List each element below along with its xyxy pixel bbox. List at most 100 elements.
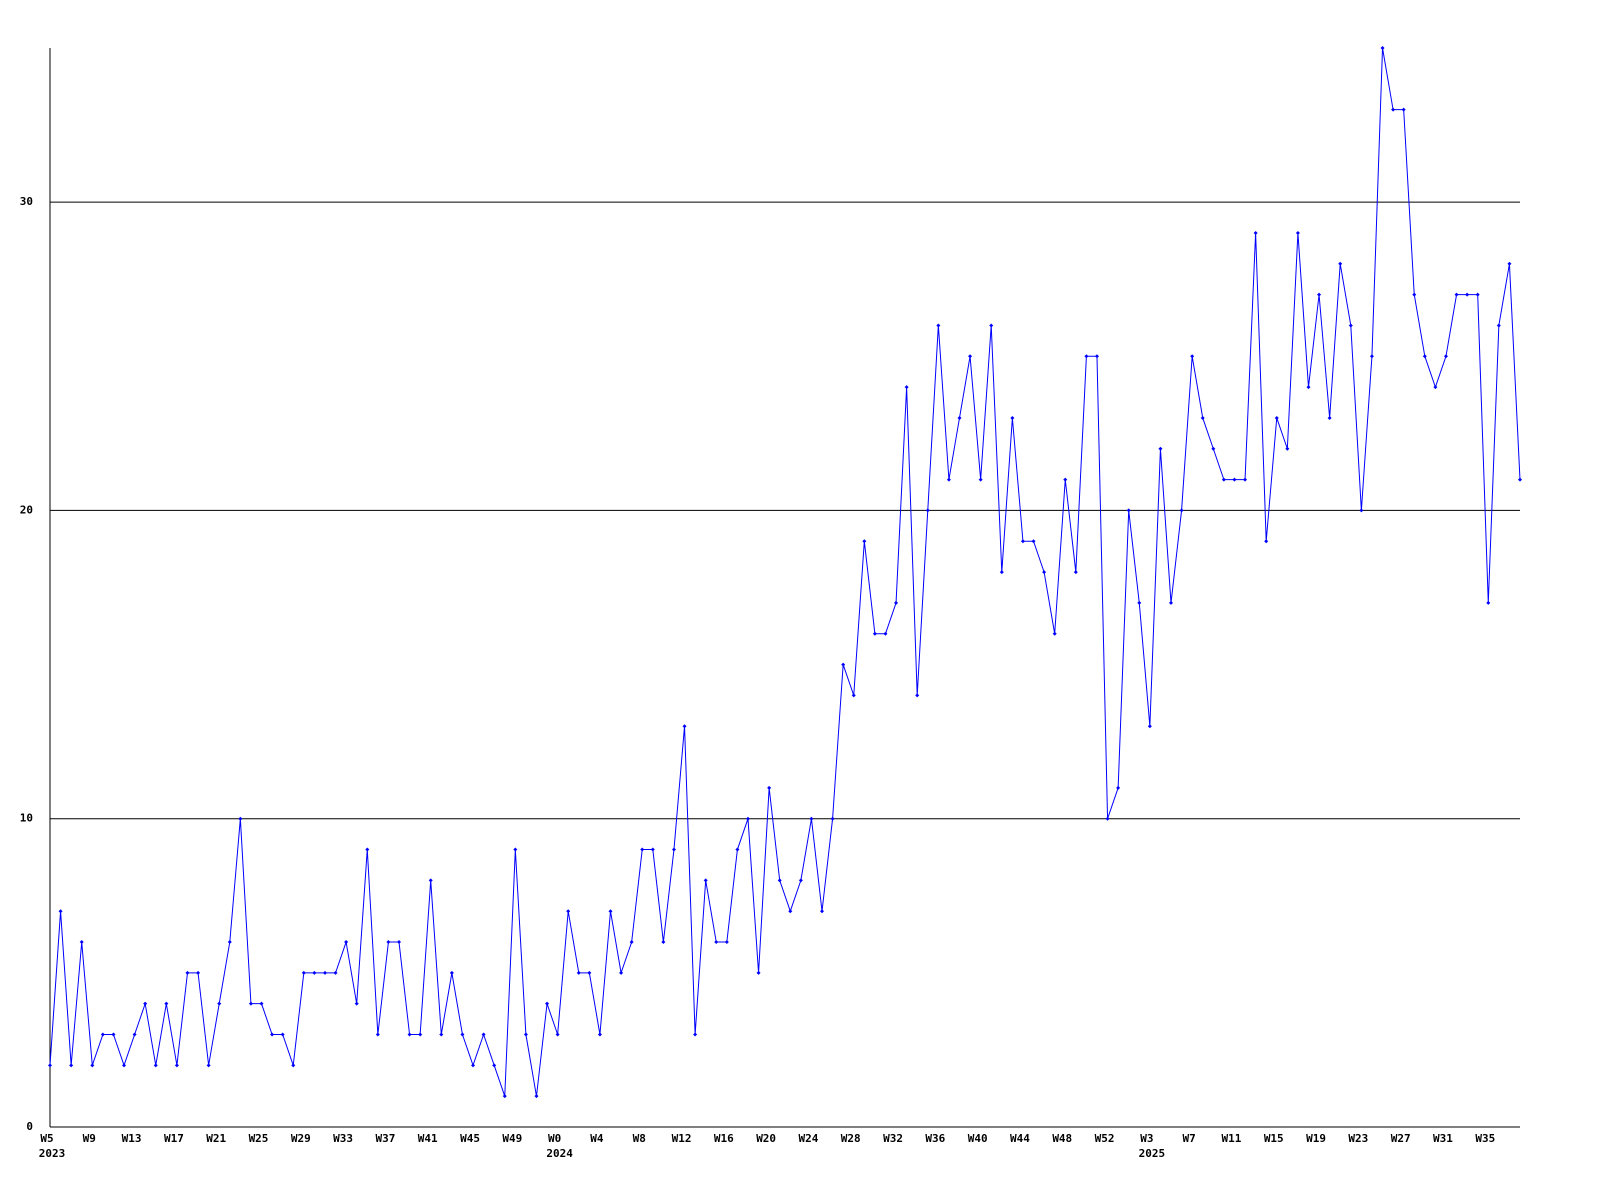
x-tick-label: W0 [548,1132,561,1145]
data-point [1126,508,1131,513]
data-point [502,1094,507,1099]
data-point [1031,539,1036,544]
x-tick-label: W23 [1348,1132,1368,1145]
data-point [227,940,232,945]
data-point [492,1063,497,1068]
data-point [1094,354,1099,359]
data-point [407,1032,412,1037]
data-point [703,878,708,883]
data-point [1190,354,1195,359]
data-line [49,47,1521,1097]
x-tick-label: W8 [633,1132,646,1145]
data-point [1496,323,1501,328]
data-point [333,970,338,975]
data-point [259,1001,264,1006]
data-point [545,1001,550,1006]
data-point [1486,600,1491,605]
data-point [344,940,349,945]
x-tick-label: W7 [1183,1132,1196,1145]
data-point [1253,230,1258,235]
x-tick-label: W32 [883,1132,903,1145]
data-point [1475,292,1480,297]
x-tick-label: W27 [1391,1132,1411,1145]
x-tick-label: W45 [460,1132,480,1145]
x-tick-label: W12 [672,1132,692,1145]
x-tick-label: W41 [418,1132,438,1145]
data-point [745,816,750,821]
data-point [312,970,317,975]
data-point [153,1063,158,1068]
data-point [1369,354,1374,359]
data-point [671,847,676,852]
data-point [1052,631,1057,636]
data-point [534,1094,539,1099]
data-point [1232,477,1237,482]
data-point [608,909,613,914]
data-point [915,693,920,698]
data-point [830,816,835,821]
x-tick-label: W35 [1475,1132,1495,1145]
data-point [1465,292,1470,297]
data-point [872,631,877,636]
x-tick-label: W33 [333,1132,353,1145]
data-point [143,1001,148,1006]
data-point [714,940,719,945]
x-year-label: 2025 [1139,1147,1166,1160]
data-point [798,878,803,883]
x-tick-label: W5 [40,1132,53,1145]
data-point [1443,354,1448,359]
data-point [1116,785,1121,790]
data-point [968,354,973,359]
data-point [428,878,433,883]
data-point [1147,724,1152,729]
x-tick-label: W15 [1264,1132,1284,1145]
data-point [196,970,201,975]
data-point [1211,446,1216,451]
data-point [851,693,856,698]
data-point [576,970,581,975]
data-point [978,477,983,482]
data-point [640,847,645,852]
x-tick-label: W4 [590,1132,604,1145]
y-tick-label: 10 [20,812,33,825]
y-tick-label: 30 [20,195,33,208]
x-tick-label: W20 [756,1132,776,1145]
data-point [174,1063,179,1068]
data-point [291,1063,296,1068]
data-point [555,1032,560,1037]
data-point [1401,107,1406,112]
data-point [449,970,454,975]
x-tick-label: W16 [714,1132,734,1145]
data-point [418,1032,423,1037]
data-point [587,970,592,975]
data-point [619,970,624,975]
x-tick-label: W31 [1433,1132,1453,1145]
data-point [206,1063,211,1068]
data-point [1422,354,1427,359]
data-point [1169,600,1174,605]
data-point [100,1032,105,1037]
x-tick-label: W13 [122,1132,142,1145]
data-point [354,1001,359,1006]
data-point [375,1032,380,1037]
data-point [1073,570,1078,575]
data-point [185,970,190,975]
x-tick-label: W9 [83,1132,96,1145]
x-tick-label: W44 [1010,1132,1030,1145]
x-tick-label: W17 [164,1132,184,1145]
data-point [1274,415,1279,420]
data-point [1295,230,1300,235]
data-point [523,1032,528,1037]
data-point [365,847,370,852]
x-tick-label: W40 [968,1132,988,1145]
data-point [862,539,867,544]
data-point [894,600,899,605]
data-point [904,385,909,390]
x-tick-label: W21 [206,1132,226,1145]
data-point [322,970,327,975]
data-point [936,323,941,328]
data-point [1020,539,1025,544]
data-point [925,508,930,513]
x-tick-label: W3 [1140,1132,1153,1145]
data-point [122,1063,127,1068]
